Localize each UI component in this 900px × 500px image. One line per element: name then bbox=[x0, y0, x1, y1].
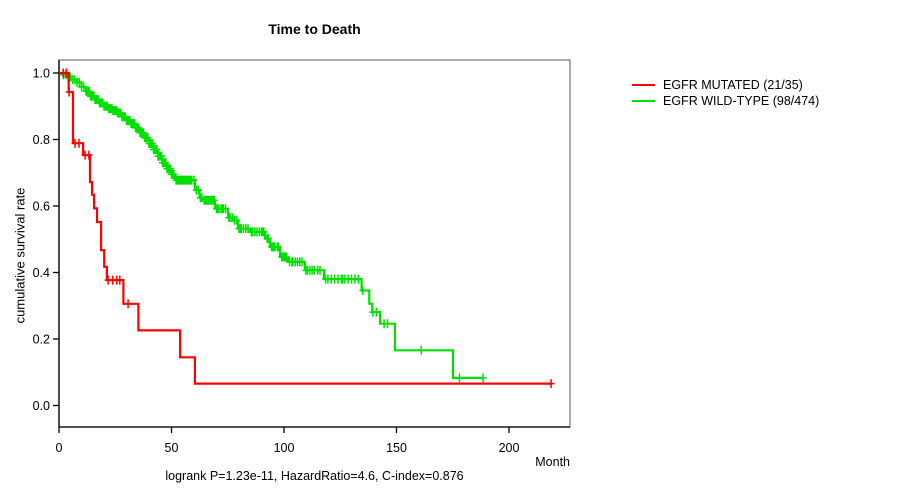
legend-item-wildtype: EGFR WILD-TYPE (98/474) bbox=[632, 93, 819, 109]
km-curve-mutated bbox=[59, 71, 552, 385]
legend: EGFR MUTATED (21/35) EGFR WILD-TYPE (98/… bbox=[632, 77, 819, 109]
x-tick-label: 150 bbox=[386, 441, 407, 455]
x-tick-label: 0 bbox=[56, 441, 63, 455]
y-axis-label: cumulative survival rate bbox=[12, 187, 28, 324]
legend-line-wildtype-icon bbox=[632, 99, 655, 103]
plot-box bbox=[58, 59, 571, 428]
x-tick-label: 100 bbox=[274, 441, 295, 455]
legend-label-wildtype: EGFR WILD-TYPE (98/474) bbox=[663, 94, 820, 108]
x-tick-label: 200 bbox=[499, 441, 520, 455]
y-tick-label: 0.2 bbox=[33, 333, 50, 347]
legend-line-mutated-icon bbox=[632, 83, 655, 87]
x-tick-label: 50 bbox=[165, 441, 179, 455]
km-curve-wildtype bbox=[59, 71, 484, 379]
stats-annotation: logrank P=1.23e-11, HazardRatio=4.6, C-i… bbox=[165, 469, 464, 483]
y-tick-label: 0.4 bbox=[33, 266, 50, 280]
km-curve-mutated-censor-marks bbox=[59, 68, 555, 389]
y-tick-label: 0.6 bbox=[33, 200, 50, 214]
y-tick-label: 0.8 bbox=[33, 133, 50, 147]
legend-item-mutated: EGFR MUTATED (21/35) bbox=[632, 77, 819, 93]
y-tick-label: 0.0 bbox=[33, 399, 50, 413]
legend-label-mutated: EGFR MUTATED (21/35) bbox=[663, 78, 803, 92]
y-tick-label: 1.0 bbox=[33, 67, 50, 81]
chart-title: Time to Death bbox=[268, 21, 361, 37]
x-axis-label: Month bbox=[535, 455, 570, 469]
